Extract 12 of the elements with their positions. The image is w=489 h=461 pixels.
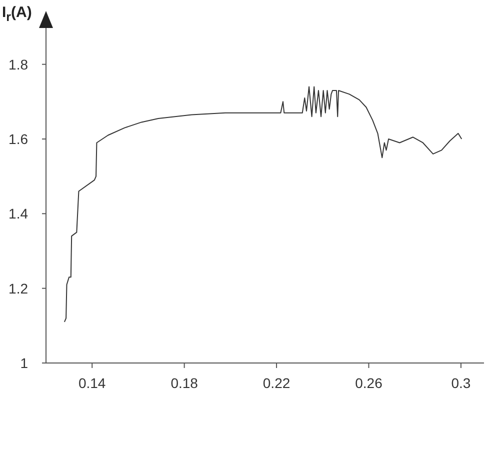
y-tick-label: 1: [20, 354, 28, 371]
x-tick-label: 0.14: [78, 374, 106, 391]
x-tick-label: 0.18: [170, 374, 198, 391]
y-axis-title: I$_{r}$(A): [2, 4, 32, 24]
y-tick-label: 1.2: [8, 280, 28, 296]
line-series: [64, 86, 462, 322]
x-tick-label: 0.26: [355, 374, 383, 391]
x-tick-label: 0.22: [262, 374, 290, 391]
y-tick-label: 1.8: [8, 56, 28, 72]
y-tick-label: 1.6: [8, 130, 28, 147]
x-tick-label: 0.3: [451, 374, 471, 391]
y-tick-label: 1.4: [8, 206, 28, 222]
